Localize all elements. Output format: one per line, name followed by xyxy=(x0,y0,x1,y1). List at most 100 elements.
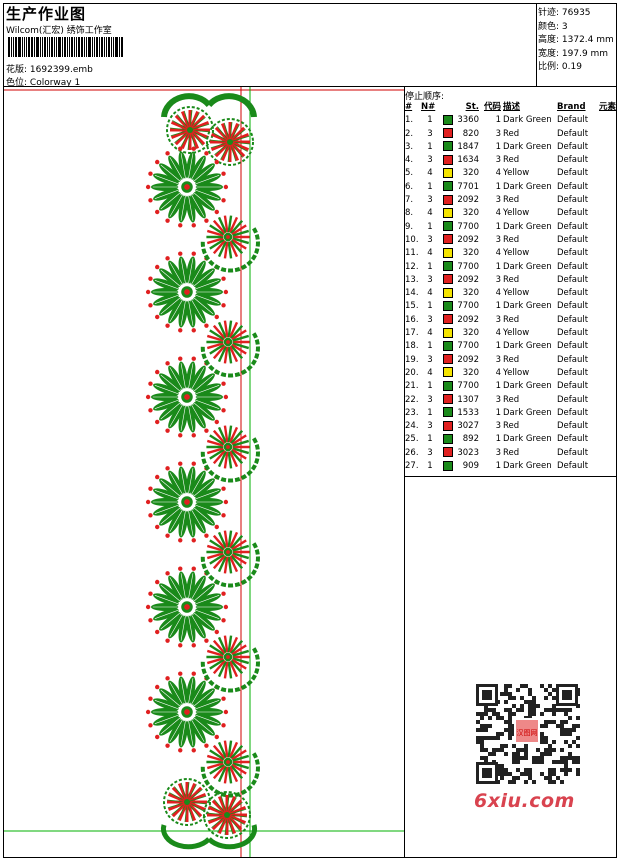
table-cell: 9. xyxy=(405,221,414,232)
qr-module xyxy=(548,708,552,712)
qr-module xyxy=(508,732,512,736)
table-cell: 1 xyxy=(427,407,433,418)
petal xyxy=(230,554,244,570)
petal-vein xyxy=(229,135,250,143)
qr-module xyxy=(560,748,564,752)
table-cell: 6. xyxy=(405,181,414,192)
company-name: Wilcom(汇宏) 绣饰工作室 xyxy=(6,26,112,36)
header-divider xyxy=(3,86,617,87)
petal xyxy=(232,657,250,665)
petal-dot xyxy=(204,323,209,328)
table-cell: 320 xyxy=(462,168,479,179)
petal xyxy=(232,762,250,770)
table-cell: 3 xyxy=(495,234,501,245)
qr-module xyxy=(524,768,528,772)
table-cell: 22. xyxy=(405,394,419,405)
petal xyxy=(217,555,228,573)
table-cell: Yellow xyxy=(503,328,530,339)
table-cell: Default xyxy=(557,381,589,392)
qr-module xyxy=(512,752,516,756)
petal-dot xyxy=(155,264,160,270)
petal-dot xyxy=(165,256,170,261)
table-cell: 1 xyxy=(427,141,433,152)
table-cell: Default xyxy=(557,301,589,312)
petal-dot xyxy=(155,524,160,530)
flower-center-dot xyxy=(226,445,230,449)
table-row: 15. 1 7700 1 Dark Green Default xyxy=(404,300,617,313)
table-cell: Default xyxy=(557,407,589,418)
qr-module xyxy=(540,712,544,716)
qr-module xyxy=(480,724,484,728)
barcode-bar xyxy=(22,37,23,57)
petal-dot xyxy=(155,579,160,585)
barcode-bar xyxy=(106,37,107,57)
arch xyxy=(160,824,211,850)
petal xyxy=(230,449,244,465)
table-row: 12. 1 7700 1 Dark Green Default xyxy=(404,261,617,274)
petal xyxy=(227,740,233,758)
petal xyxy=(230,764,244,780)
table-cell: 3 xyxy=(427,274,433,285)
petal xyxy=(232,229,250,237)
qr-module xyxy=(476,720,480,724)
table-cell: 4 xyxy=(427,248,433,259)
barcode xyxy=(8,37,138,57)
qr-module xyxy=(528,688,532,692)
barcode-bar xyxy=(58,37,61,57)
petal-dot xyxy=(221,408,226,413)
petal xyxy=(227,556,233,574)
table-cell: Dark Green xyxy=(503,301,552,312)
meta-row: 针迹: 76935 xyxy=(538,5,591,18)
barcode-bar xyxy=(115,37,118,57)
petal xyxy=(212,534,226,550)
table-cell: Red xyxy=(503,421,520,432)
table-row: 4. 3 1634 3 Red Default xyxy=(404,154,617,167)
petal-dot xyxy=(221,171,226,176)
flower-center xyxy=(227,139,233,145)
qr-module xyxy=(532,780,536,784)
table-cell: 1 xyxy=(427,461,433,472)
table-cell: 3 xyxy=(495,155,501,166)
petal xyxy=(223,451,229,469)
qr-module xyxy=(500,764,504,768)
table-cell: 1307 xyxy=(457,394,479,405)
qr-module xyxy=(568,732,572,736)
table-cell: Default xyxy=(557,288,589,299)
table-cell: Red xyxy=(503,128,520,139)
qr-module xyxy=(528,708,532,712)
color-swatch xyxy=(443,234,453,245)
petal-dot xyxy=(145,289,151,295)
table-cell: 1 xyxy=(495,407,501,418)
table-cell: 820 xyxy=(462,128,479,139)
qr-module xyxy=(540,736,544,740)
table-cell: Default xyxy=(557,341,589,352)
qr-module xyxy=(524,744,528,748)
table-cell: 12. xyxy=(405,261,419,272)
petal-dot xyxy=(221,591,226,596)
petal xyxy=(209,644,225,656)
qr-module xyxy=(548,776,552,780)
table-cell: Default xyxy=(557,461,589,472)
qr-module xyxy=(516,756,520,760)
table-row: 23. 1 1533 1 Dark Green Default xyxy=(404,407,617,420)
table-cell: 1 xyxy=(495,141,501,152)
table-cell: 3. xyxy=(405,141,414,152)
barcode-bar xyxy=(76,37,77,57)
qr-module xyxy=(496,732,500,736)
petal-dot xyxy=(178,566,183,571)
qr-finder-core xyxy=(562,690,572,700)
table-cell: 1 xyxy=(495,181,501,192)
petal xyxy=(212,239,226,255)
qr-module xyxy=(484,736,488,740)
petal-dot xyxy=(221,303,226,308)
qr-module xyxy=(500,772,504,776)
qr-module xyxy=(568,708,572,712)
table-cell: 3027 xyxy=(457,421,479,432)
petal-dot xyxy=(204,218,209,223)
petal xyxy=(209,343,225,355)
flower-ring xyxy=(200,751,260,798)
table-cell: 3023 xyxy=(457,447,479,458)
qr-module xyxy=(576,768,580,772)
table-cell: 4 xyxy=(495,248,501,259)
flower-ring xyxy=(200,226,260,273)
